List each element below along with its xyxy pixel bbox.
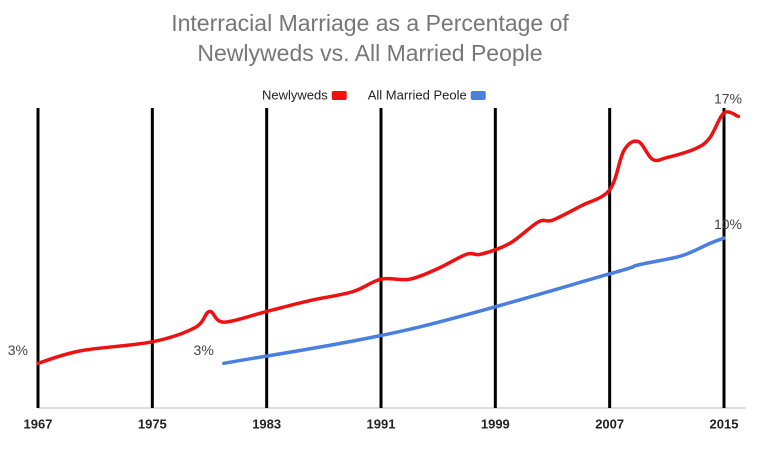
chart-title: Interracial Marriage as a Percentage of … — [171, 10, 569, 66]
value-label: 3% — [8, 342, 28, 358]
series-line — [222, 236, 726, 366]
x-tick-label: 1967 — [24, 416, 53, 431]
legend-label: All Married Peole — [368, 87, 467, 102]
x-tick-label: 2007 — [595, 416, 624, 431]
value-label: 10% — [714, 216, 742, 232]
x-tick-label: 1991 — [367, 416, 396, 431]
value-label: 3% — [194, 342, 214, 358]
legend-swatch — [331, 91, 347, 100]
x-tick-label: 2015 — [710, 416, 739, 431]
x-tick-label: 1983 — [252, 416, 281, 431]
series-line — [36, 110, 741, 366]
value-label: 17% — [714, 91, 742, 107]
legend-swatch — [470, 91, 486, 100]
x-tick-label: 1999 — [481, 416, 510, 431]
legend-label: Newlyweds — [262, 87, 328, 102]
x-tick-label: 1975 — [138, 416, 167, 431]
